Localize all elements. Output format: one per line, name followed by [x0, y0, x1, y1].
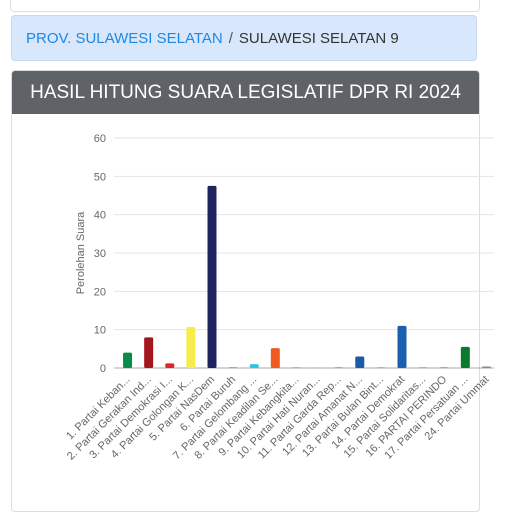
page: {"breadcrumb": {"province": "PROV. SULAW… [0, 0, 512, 501]
bar [355, 357, 364, 369]
bar [250, 364, 259, 368]
bar [123, 353, 132, 368]
y-tick-label: 40 [94, 210, 106, 222]
x-tick-label: 2. Partai Gerakan Ind... [65, 374, 154, 463]
y-tick-label: 20 [94, 286, 106, 298]
bar [271, 348, 280, 368]
bar [208, 186, 217, 368]
bar [165, 363, 174, 368]
y-tick-label: 50 [94, 171, 106, 183]
y-tick-label: 0 [100, 363, 106, 375]
y-tick-label: 10 [94, 325, 106, 337]
bar [144, 337, 153, 368]
y-axis-label: Perolehan Suara [75, 211, 87, 294]
bar [398, 326, 407, 368]
y-tick-label: 60 [94, 133, 106, 145]
bar [229, 367, 238, 368]
bar [186, 327, 195, 368]
bar [461, 347, 470, 368]
bar [482, 366, 491, 368]
y-tick-label: 30 [94, 248, 106, 260]
